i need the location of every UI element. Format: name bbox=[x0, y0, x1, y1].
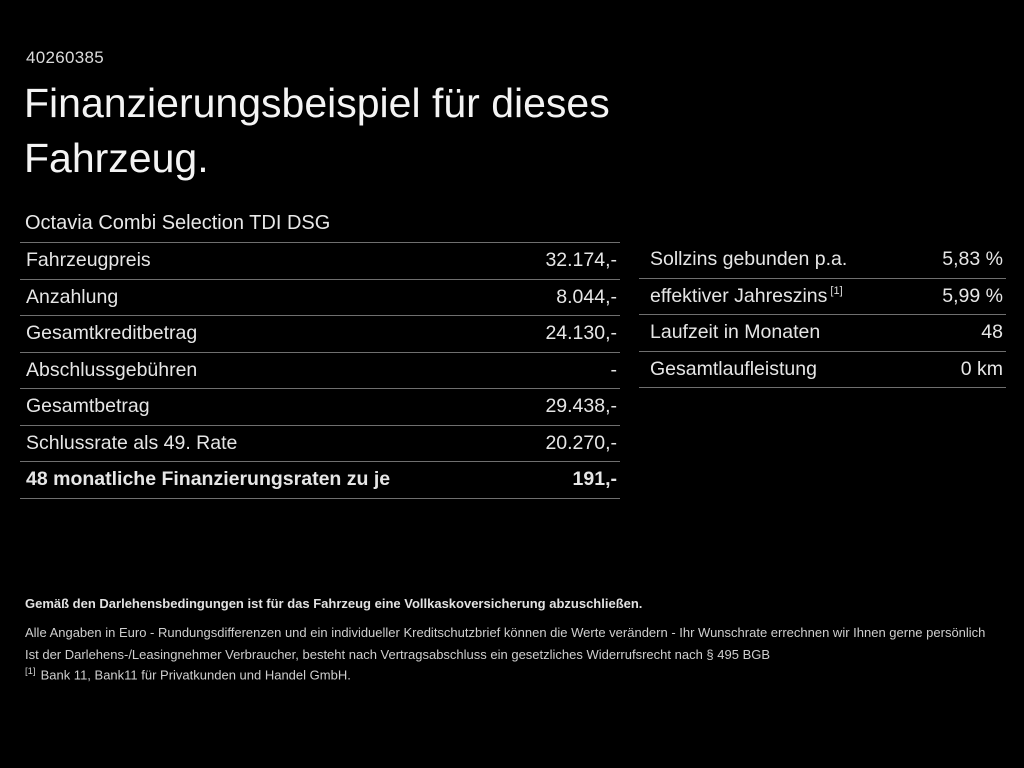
row-value: 32.174,- bbox=[545, 249, 617, 272]
row-value: 5,99 % bbox=[942, 284, 1003, 307]
table-row: effektiver Jahreszins [1] 5,99 % bbox=[639, 279, 1006, 315]
row-value: 8.044,- bbox=[556, 285, 617, 308]
row-value: 48 bbox=[981, 321, 1003, 344]
row-label: Fahrzeugpreis bbox=[26, 249, 151, 272]
row-label: Sollzins gebunden p.a. bbox=[650, 248, 848, 271]
row-label: effektiver Jahreszins [1] bbox=[650, 284, 843, 307]
row-value: 5,83 % bbox=[942, 248, 1003, 271]
disclaimer-widerruf-line: Ist der Darlehens-/Leasingnehmer Verbrau… bbox=[25, 647, 771, 662]
row-label: Abschlussgebühren bbox=[26, 358, 198, 381]
row-value: - bbox=[610, 358, 618, 381]
financing-table-right: Sollzins gebunden p.a. 5,83 % effektiver… bbox=[639, 242, 1006, 388]
footer-disclaimer: Gemäß den Darlehensbedingungen ist für d… bbox=[25, 596, 1005, 682]
row-label: Gesamtkreditbetrag bbox=[26, 322, 198, 345]
table-row: Abschlussgebühren - bbox=[20, 353, 620, 389]
table-row: Anzahlung 8.044,- bbox=[20, 280, 620, 316]
disclaimer-insurance-line: Gemäß den Darlehensbedingungen ist für d… bbox=[25, 596, 643, 611]
vehicle-model-subtitle: Octavia Combi Selection TDI DSG bbox=[25, 212, 331, 234]
row-value: 24.130,- bbox=[545, 322, 617, 345]
row-label: Gesamtbetrag bbox=[26, 395, 150, 418]
table-row: Gesamtbetrag 29.438,- bbox=[20, 389, 620, 426]
row-value: 191,- bbox=[572, 468, 617, 491]
row-value: 0 km bbox=[960, 357, 1003, 380]
row-label: Laufzeit in Monaten bbox=[650, 321, 821, 344]
row-value: 20.270,- bbox=[545, 431, 617, 454]
table-row: Gesamtlaufleistung 0 km bbox=[639, 352, 1006, 388]
table-row: Laufzeit in Monaten 48 bbox=[639, 315, 1006, 352]
page-title: Finanzierungsbeispiel für dieses Fahrzeu… bbox=[24, 80, 610, 181]
footnote-ref: [1] bbox=[830, 285, 843, 298]
table-row: Sollzins gebunden p.a. 5,83 % bbox=[639, 242, 1006, 279]
row-label: Anzahlung bbox=[26, 285, 119, 308]
table-row: Fahrzeugpreis 32.174,- bbox=[20, 243, 620, 280]
footnote-text: Bank 11, Bank11 für Privatkunden und Han… bbox=[40, 667, 351, 683]
table-row: 48 monatliche Finanzierungsraten zu je 1… bbox=[20, 462, 620, 499]
document-id: 40260385 bbox=[26, 48, 105, 67]
row-label: Gesamtlaufleistung bbox=[650, 357, 817, 380]
table-row: Schlussrate als 49. Rate 20.270,- bbox=[20, 426, 620, 462]
row-label: Schlussrate als 49. Rate bbox=[26, 431, 238, 454]
financing-table-left: Fahrzeugpreis 32.174,- Anzahlung 8.044,-… bbox=[20, 242, 620, 499]
row-value: 29.438,- bbox=[545, 395, 617, 418]
footnote-marker: [1] bbox=[25, 666, 36, 677]
table-row: Gesamtkreditbetrag 24.130,- bbox=[20, 316, 620, 353]
row-label: 48 monatliche Finanzierungsraten zu je bbox=[26, 468, 391, 491]
footnote-bank: [1] Bank 11, Bank11 für Privatkunden und … bbox=[25, 666, 1005, 682]
disclaimer-euro-line: Alle Angaben in Euro - Rundungsdifferenz… bbox=[25, 625, 986, 640]
